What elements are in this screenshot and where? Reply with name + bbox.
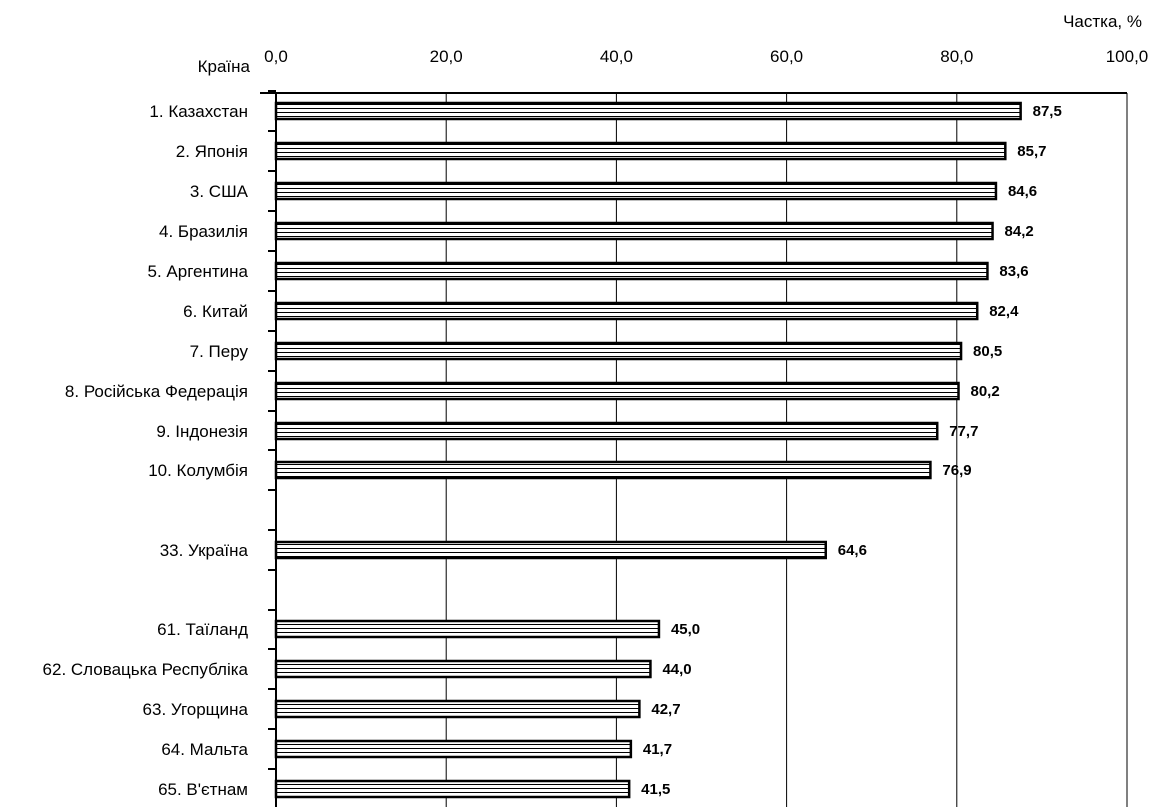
value-label: 41,7 [643,741,672,758]
bars: 1. Казахстан 87,5 2. Японія 85,7 3. США 84,6 4… [43,101,1062,799]
bar [274,540,827,560]
bar [274,460,932,480]
value-label: 83,6 [999,263,1028,280]
bar [274,221,994,241]
bar [274,261,989,281]
value-label: 80,5 [973,343,1002,360]
bar [274,659,652,679]
category-label: 2. Японія [176,142,248,161]
x-tick-label: 40,0 [600,47,633,66]
value-label: 76,9 [942,462,971,479]
x-tick-label: 20,0 [430,47,463,66]
category-label: 33. Україна [160,541,249,560]
category-label: 10. Колумбія [148,461,248,480]
bar [274,341,963,361]
category-label: 61. Таїланд [157,620,248,639]
category-label: 64. Мальта [161,740,248,759]
x-tick-label: 100,0 [1106,47,1149,66]
value-label: 84,6 [1008,183,1037,200]
bar [274,141,1007,161]
bar [274,101,1022,121]
value-label: 64,6 [838,542,867,559]
category-label: 65. В'єтнам [158,780,248,799]
bar [274,181,998,201]
x-tick-label: 60,0 [770,47,803,66]
value-label: 87,5 [1033,103,1062,120]
gridlines [445,93,1128,807]
bar [274,381,960,401]
value-label: 41,5 [641,781,670,798]
x-axis-title: Частка, % [1063,12,1142,31]
value-label: 42,7 [651,701,680,718]
x-tick-label: 0,0 [264,47,288,66]
value-label: 45,0 [671,621,700,638]
x-tick-label: 80,0 [940,47,973,66]
category-label: 62. Словацька Республіка [43,660,249,679]
value-label: 84,2 [1005,223,1034,240]
category-label: 8. Російська Федерація [65,382,248,401]
category-label: 4. Бразилія [159,222,248,241]
category-label: 6. Китай [183,302,248,321]
value-label: 85,7 [1017,143,1046,160]
bar [274,699,641,719]
bar [274,619,661,639]
value-label: 80,2 [971,383,1000,400]
bar [274,779,631,799]
y-axis-title: Країна [198,57,251,76]
category-label: 9. Індонезія [156,422,248,441]
bar [274,301,979,321]
category-label: 1. Казахстан [149,102,248,121]
category-label: 3. США [190,182,249,201]
value-label: 77,7 [949,423,978,440]
value-label: 44,0 [662,661,691,678]
value-label: 82,4 [989,303,1019,320]
bar [274,739,633,759]
x-axis-ticks: 0,0 20,0 40,0 60,0 80,0 100,0 [264,47,1148,66]
axes [260,90,1127,807]
category-label: 63. Угорщина [143,700,249,719]
category-label: 7. Перу [190,342,249,361]
bar [274,421,939,441]
category-label: 5. Аргентина [148,262,249,281]
